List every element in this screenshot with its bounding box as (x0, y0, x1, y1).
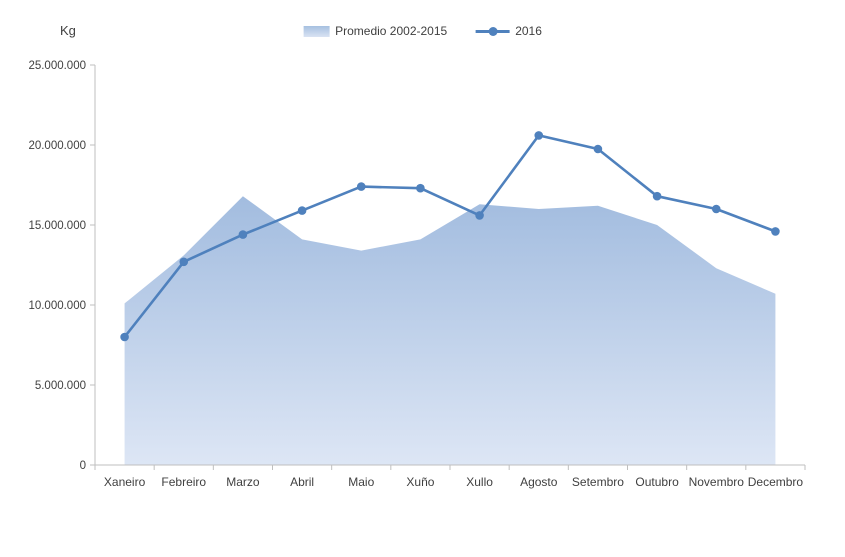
area-series-promedio (124, 196, 776, 465)
data-point-marker (593, 144, 603, 154)
data-point-marker (534, 131, 544, 140)
x-category-label: Xullo (466, 475, 493, 489)
x-category-label: Novembro (689, 475, 745, 489)
line-swatch-icon (475, 26, 510, 36)
line-series-2016 (123, 134, 777, 339)
x-category-label: Marzo (226, 475, 260, 489)
data-point-marker (416, 183, 425, 193)
legend-label-promedio: Promedio 2002-2015 (335, 24, 448, 38)
data-point-marker (652, 191, 662, 201)
x-category-label: Xuño (406, 475, 434, 489)
y-tick-label: 20.000.000 (28, 140, 86, 152)
data-point-marker (120, 332, 129, 342)
legend-item-2016: 2016 (475, 24, 542, 38)
x-category-label: Xaneiro (104, 475, 146, 489)
data-point-marker (475, 211, 484, 220)
data-point-marker (711, 204, 721, 214)
x-category-label: Outubro (635, 475, 679, 489)
chart-legend: Promedio 2002-2015 2016 (303, 24, 542, 38)
legend-item-promedio: Promedio 2002-2015 (303, 24, 447, 38)
x-category-label: Decembro (748, 475, 804, 489)
legend-label-2016: 2016 (515, 24, 542, 38)
line-marker-icon (488, 26, 498, 36)
area-swatch-icon (303, 25, 330, 37)
x-category-label: Maio (348, 475, 374, 489)
x-category-label: Febreiro (161, 475, 206, 489)
y-tick-label: 10.000.000 (28, 300, 86, 312)
x-category-label: Agosto (520, 475, 558, 489)
data-point-marker (771, 227, 780, 236)
data-point-marker (297, 206, 307, 215)
y-tick-label: 15.000.000 (28, 220, 86, 232)
y-tick-label: 25.000.000 (28, 60, 86, 72)
y-tick-label: 5.000.000 (35, 380, 86, 392)
y-axis-title: Kg (60, 23, 76, 38)
y-tick-label: 0 (80, 460, 86, 472)
x-category-label: Setembro (572, 475, 624, 489)
data-point-marker (356, 182, 366, 191)
x-category-label: Abril (290, 475, 314, 489)
data-point-marker (238, 230, 248, 239)
data-point-marker (179, 257, 189, 267)
